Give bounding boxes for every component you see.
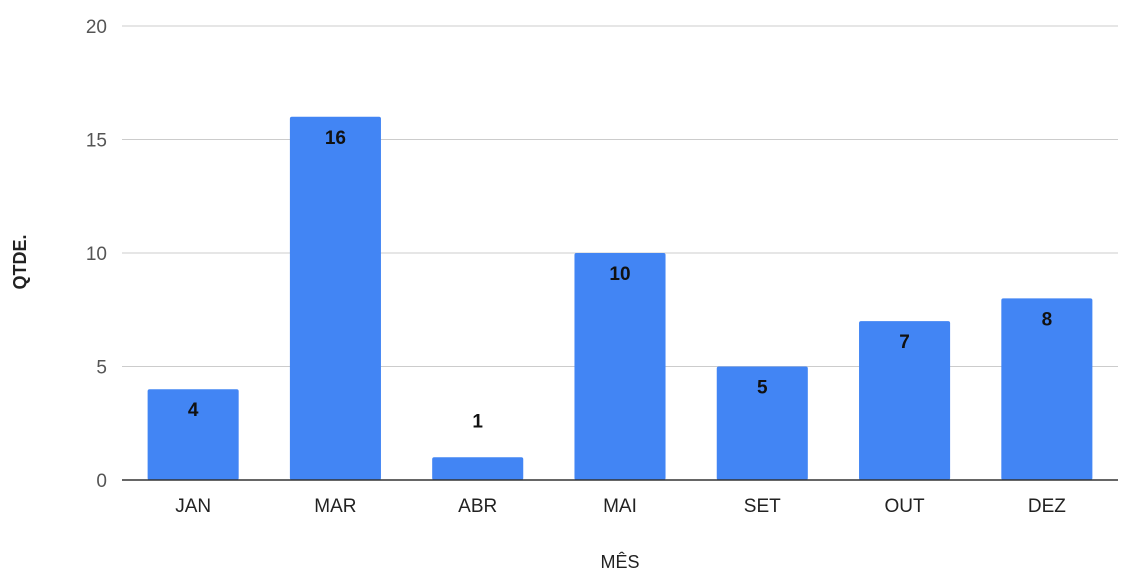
- y-tick-label: 5: [96, 358, 107, 379]
- y-axis-ticks: 0 5 10 15 20: [86, 17, 107, 492]
- y-tick-label: 0: [96, 471, 107, 492]
- y-tick-label: 15: [86, 131, 107, 152]
- bar-jan: [147, 389, 239, 480]
- bar-dez: [1001, 298, 1093, 480]
- x-tick-label: MAR: [314, 496, 356, 517]
- x-tick-label: ABR: [458, 496, 497, 517]
- y-tick-label: 20: [86, 17, 107, 38]
- bar-abr: [432, 457, 524, 480]
- data-label: 10: [609, 264, 630, 285]
- x-tick-label: DEZ: [1028, 496, 1066, 517]
- bars: [147, 116, 1093, 481]
- x-tick-label: MAI: [603, 496, 637, 517]
- x-tick-label: OUT: [885, 496, 926, 517]
- data-label: 4: [188, 400, 199, 421]
- x-tick-label: JAN: [175, 496, 211, 517]
- data-label: 5: [757, 378, 768, 399]
- data-label: 7: [899, 332, 910, 353]
- y-tick-label: 10: [86, 244, 107, 265]
- bar-out: [859, 321, 951, 480]
- data-label: 16: [325, 128, 346, 149]
- bar-set: [716, 366, 808, 480]
- bar-mai: [574, 253, 666, 480]
- bar-mar: [289, 116, 381, 481]
- x-tick-label: SET: [744, 496, 781, 517]
- data-labels: 4 16 1 10 5 7 8: [188, 128, 1053, 432]
- data-label: 8: [1042, 309, 1053, 330]
- x-axis-ticks: JAN MAR ABR MAI SET OUT DEZ: [175, 496, 1066, 517]
- y-axis-title: QTDE.: [10, 234, 30, 289]
- x-axis-title: MÊS: [600, 552, 639, 572]
- data-label: 1: [472, 411, 483, 432]
